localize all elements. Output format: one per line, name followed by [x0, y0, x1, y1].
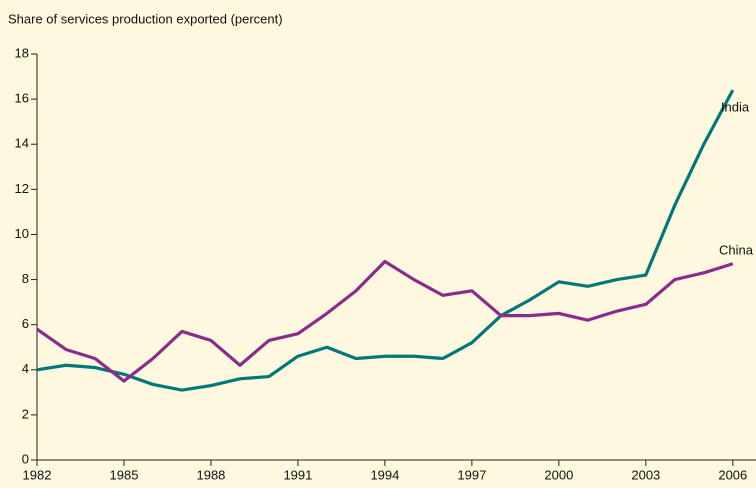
x-tick-label: 1988 [196, 467, 225, 482]
series-line [36, 89, 735, 392]
x-tick-label: 2006 [718, 467, 747, 482]
y-tick-label: 12 [15, 181, 29, 196]
x-tick-label: 1994 [370, 467, 399, 482]
y-tick-label: 2 [22, 406, 29, 421]
y-tick-label: 6 [22, 316, 29, 331]
series-line [36, 259, 734, 383]
x-tick-label: 2000 [544, 467, 573, 482]
y-tick-label: 0 [22, 451, 29, 466]
y-tick-label: 18 [15, 45, 29, 60]
x-tick-label: 1985 [110, 467, 139, 482]
y-tick-label: 4 [22, 361, 29, 376]
series-label: India [721, 99, 750, 114]
y-tick-label: 10 [15, 226, 29, 241]
y-tick-label: 8 [22, 271, 29, 286]
chart-title: Share of services production exported (p… [8, 11, 283, 26]
y-tick-label: 16 [15, 91, 29, 106]
series-label: China [719, 242, 754, 257]
x-tick-label: 1982 [23, 467, 52, 482]
y-tick-label: 14 [15, 136, 29, 151]
x-tick-label: 2003 [631, 467, 660, 482]
x-tick-label: 1991 [283, 467, 312, 482]
x-tick-label: 1997 [457, 467, 486, 482]
